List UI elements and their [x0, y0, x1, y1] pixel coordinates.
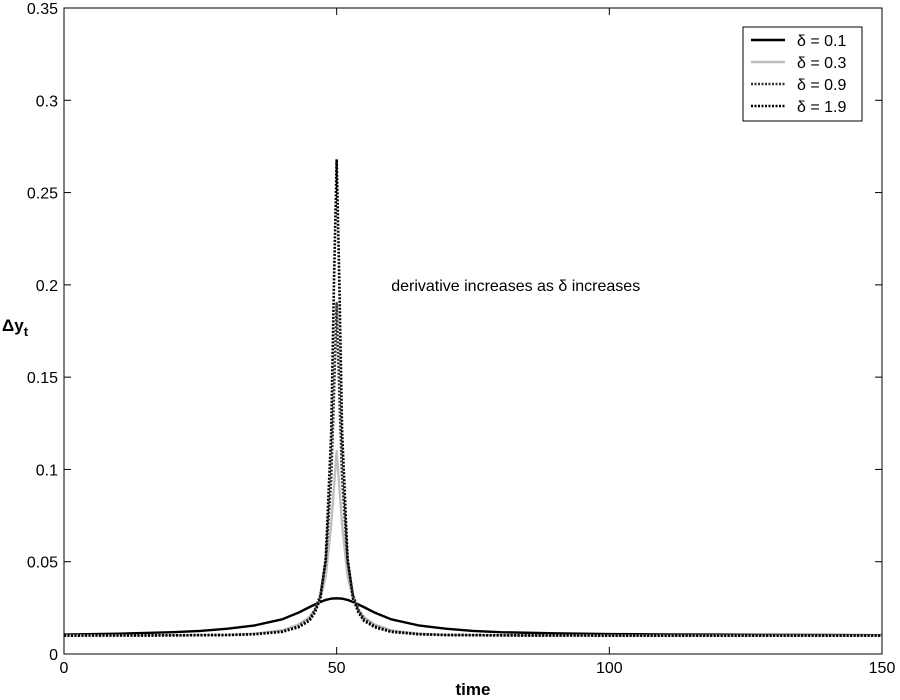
legend-label-2: δ = 0.3 — [797, 55, 846, 72]
y-tick-label: 0 — [49, 647, 58, 664]
x-tick-label: 100 — [596, 660, 623, 677]
x-tick-label: 0 — [60, 660, 69, 677]
ticks-layer: 0 50 100 150 0 0.05 0.1 0.15 0.2 0.25 0.3 0.35 — [27, 1, 896, 677]
x-tick-label: 150 — [869, 660, 896, 677]
series-line-4 — [63, 158, 882, 637]
y-tick-label: 0.3 — [36, 93, 58, 110]
chart-annotation: derivative increases as δ increases — [391, 278, 640, 295]
series-line-1 — [63, 597, 883, 637]
y-tick-label: 0.05 — [27, 555, 58, 572]
y-tick-label: 0.1 — [36, 462, 58, 479]
x-axis-title: time — [456, 680, 491, 699]
x-tick-label: 50 — [328, 660, 346, 677]
legend-label-3: δ = 0.9 — [797, 77, 846, 94]
y-tick-label: 0.15 — [27, 370, 58, 387]
plot-layer — [63, 158, 883, 637]
y-axis-title: Δyt — [2, 316, 29, 339]
y-tick-label: 0.25 — [27, 186, 58, 203]
legend-label-1: δ = 0.1 — [797, 33, 846, 50]
y-axis-title-main: Δy — [2, 316, 24, 335]
y-axis-title-subscript: t — [24, 324, 29, 339]
legend-label-4: δ = 1.9 — [797, 99, 846, 116]
axes-box — [63, 7, 883, 655]
y-tick-label: 0.2 — [36, 278, 58, 295]
legend: δ = 0.1 δ = 0.3 δ = 0.9 δ = 1.9 — [742, 26, 863, 122]
y-tick-label: 0.35 — [27, 1, 58, 18]
